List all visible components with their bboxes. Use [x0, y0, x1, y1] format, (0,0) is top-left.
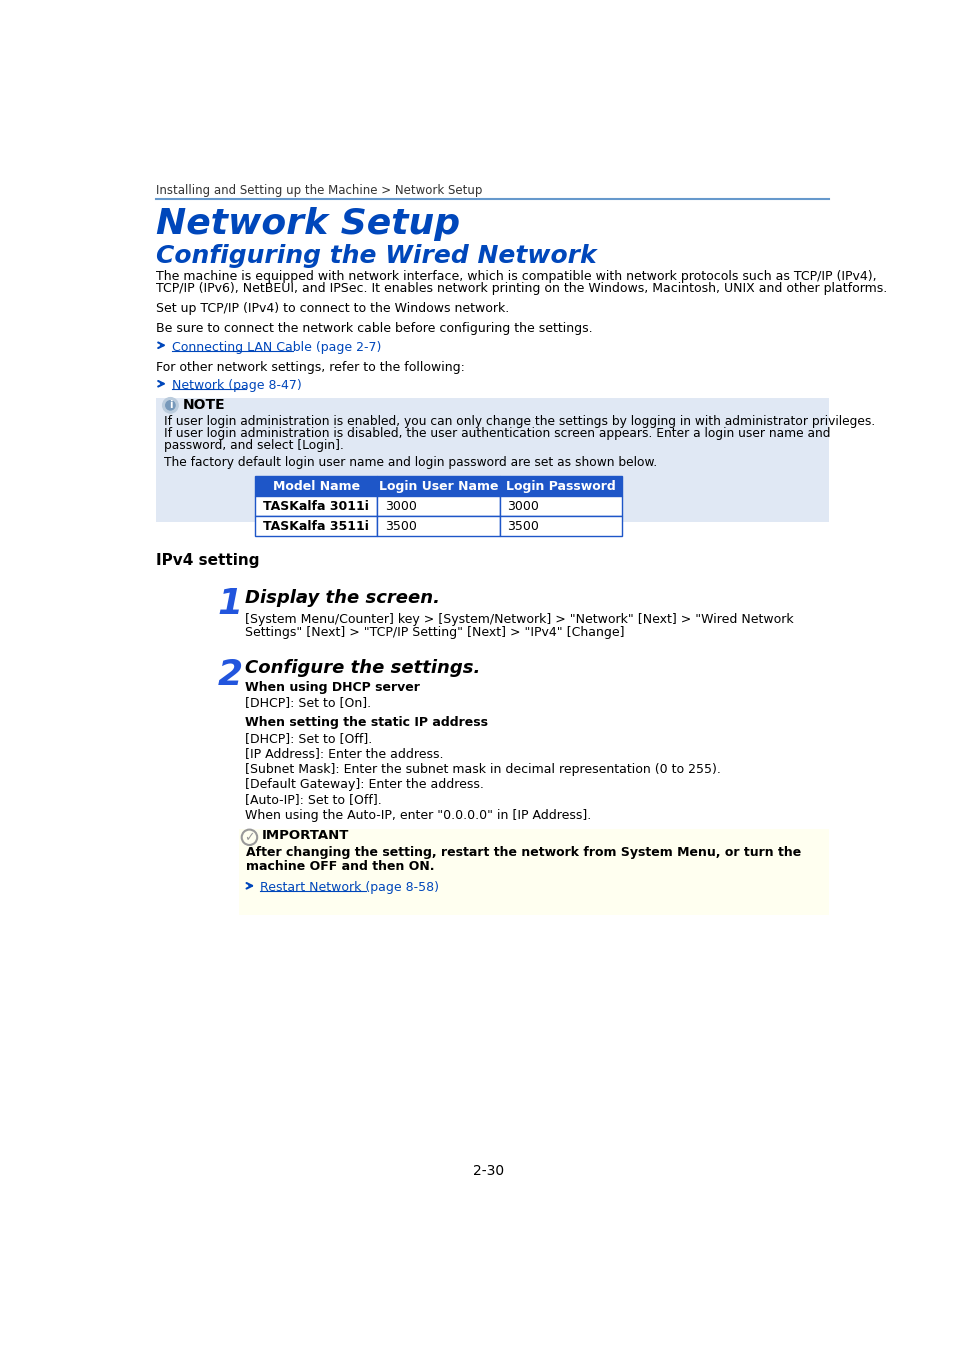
Text: Be sure to connect the network cable before configuring the settings.: Be sure to connect the network cable bef…: [156, 323, 593, 335]
Text: Model Name: Model Name: [273, 479, 359, 493]
FancyBboxPatch shape: [238, 829, 828, 915]
Text: [IP Address]: Enter the address.: [IP Address]: Enter the address.: [245, 747, 443, 760]
Text: [Subnet Mask]: Enter the subnet mask in decimal representation (0 to 255).: [Subnet Mask]: Enter the subnet mask in …: [245, 763, 720, 776]
FancyBboxPatch shape: [254, 516, 377, 536]
FancyBboxPatch shape: [156, 398, 828, 522]
Circle shape: [166, 401, 174, 410]
Text: 3000: 3000: [507, 500, 538, 513]
Text: Connecting LAN Cable (page 2-7): Connecting LAN Cable (page 2-7): [172, 340, 381, 354]
FancyBboxPatch shape: [377, 477, 499, 497]
Text: Installing and Setting up the Machine > Network Setup: Installing and Setting up the Machine > …: [156, 184, 482, 197]
FancyBboxPatch shape: [377, 516, 499, 536]
Text: ✓: ✓: [244, 830, 254, 844]
Text: 2: 2: [217, 657, 242, 693]
Text: If user login administration is enabled, you can only change the settings by log: If user login administration is enabled,…: [164, 414, 875, 428]
Text: When using the Auto-IP, enter "0.0.0.0" in [IP Address].: When using the Auto-IP, enter "0.0.0.0" …: [245, 809, 591, 822]
Text: IPv4 setting: IPv4 setting: [156, 554, 259, 568]
Text: [Default Gateway]: Enter the address.: [Default Gateway]: Enter the address.: [245, 778, 483, 791]
FancyBboxPatch shape: [499, 516, 621, 536]
Text: Restart Network (page 8-58): Restart Network (page 8-58): [260, 882, 438, 894]
Text: If user login administration is disabled, the user authentication screen appears: If user login administration is disabled…: [164, 427, 830, 440]
Text: password, and select [Login].: password, and select [Login].: [164, 439, 344, 452]
Text: After changing the setting, restart the network from System Menu, or turn the: After changing the setting, restart the …: [246, 845, 801, 859]
Text: 1: 1: [217, 587, 242, 621]
Text: IMPORTANT: IMPORTANT: [261, 829, 349, 842]
Text: The factory default login user name and login password are set as shown below.: The factory default login user name and …: [164, 456, 657, 470]
Text: Set up TCP/IP (IPv4) to connect to the Windows network.: Set up TCP/IP (IPv4) to connect to the W…: [156, 302, 509, 315]
Text: 2-30: 2-30: [473, 1165, 504, 1179]
Text: i: i: [169, 401, 172, 410]
Text: Configure the settings.: Configure the settings.: [245, 659, 479, 678]
Text: [System Menu/Counter] key > [System/Network] > "Network" [Next] > "Wired Network: [System Menu/Counter] key > [System/Netw…: [245, 613, 793, 626]
Text: The machine is equipped with network interface, which is compatible with network: The machine is equipped with network int…: [156, 270, 876, 282]
Text: 3500: 3500: [385, 520, 416, 533]
Text: NOTE: NOTE: [183, 398, 225, 412]
Text: TCP/IP (IPv6), NetBEUI, and IPSec. It enables network printing on the Windows, M: TCP/IP (IPv6), NetBEUI, and IPSec. It en…: [156, 282, 887, 296]
Text: Login Password: Login Password: [506, 479, 616, 493]
Text: Configuring the Wired Network: Configuring the Wired Network: [156, 243, 597, 267]
FancyBboxPatch shape: [377, 497, 499, 516]
Text: [DHCP]: Set to [On].: [DHCP]: Set to [On].: [245, 697, 371, 709]
Text: TASKalfa 3511i: TASKalfa 3511i: [262, 520, 368, 533]
FancyBboxPatch shape: [254, 497, 377, 516]
Text: TASKalfa 3011i: TASKalfa 3011i: [262, 500, 368, 513]
Text: Settings" [Next] > "TCP/IP Setting" [Next] > "IPv4" [Change]: Settings" [Next] > "TCP/IP Setting" [Nex…: [245, 625, 623, 639]
Circle shape: [162, 398, 178, 413]
Text: For other network settings, refer to the following:: For other network settings, refer to the…: [156, 360, 465, 374]
Text: [Auto-IP]: Set to [Off].: [Auto-IP]: Set to [Off].: [245, 794, 381, 806]
FancyBboxPatch shape: [499, 497, 621, 516]
Text: Network Setup: Network Setup: [156, 207, 460, 240]
Text: [DHCP]: Set to [Off].: [DHCP]: Set to [Off].: [245, 732, 372, 745]
Text: Login User Name: Login User Name: [378, 479, 497, 493]
Text: 3500: 3500: [507, 520, 538, 533]
Text: machine OFF and then ON.: machine OFF and then ON.: [246, 860, 435, 872]
Text: 3000: 3000: [385, 500, 416, 513]
Text: When setting the static IP address: When setting the static IP address: [245, 717, 487, 729]
FancyBboxPatch shape: [254, 477, 377, 497]
FancyBboxPatch shape: [499, 477, 621, 497]
Text: When using DHCP server: When using DHCP server: [245, 680, 419, 694]
Text: Display the screen.: Display the screen.: [245, 589, 439, 606]
Text: Network (page 8-47): Network (page 8-47): [172, 379, 301, 391]
